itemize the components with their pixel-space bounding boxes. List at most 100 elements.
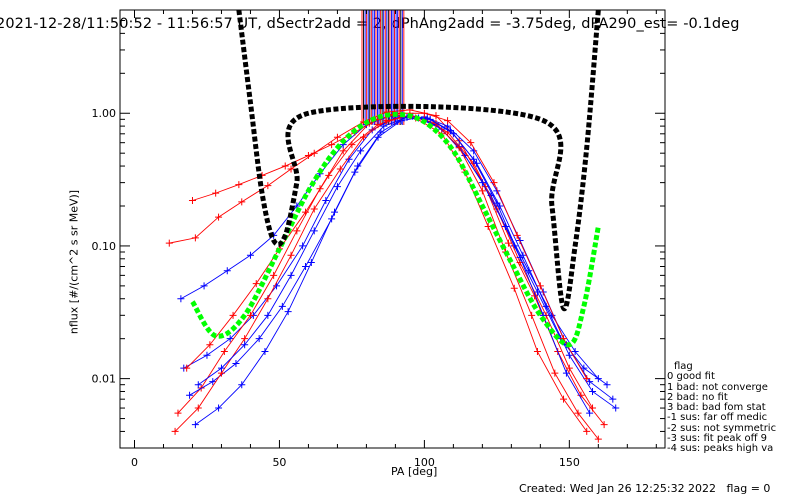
legend-item: -2 sus: not symmetric bbox=[667, 422, 777, 434]
plot-frame bbox=[119, 9, 666, 449]
data-point bbox=[420, 109, 428, 117]
chart-series bbox=[165, 106, 620, 443]
data-point bbox=[583, 375, 591, 383]
data-point bbox=[246, 251, 254, 259]
chart-fits bbox=[190, 10, 601, 348]
data-point bbox=[287, 165, 295, 173]
data-point bbox=[223, 267, 231, 275]
data-point bbox=[232, 360, 240, 368]
data-point bbox=[241, 335, 249, 343]
data-point bbox=[536, 282, 544, 290]
data-point bbox=[446, 127, 454, 135]
data-point bbox=[348, 141, 356, 149]
data-point bbox=[278, 302, 286, 310]
legend-item: 0 good fit bbox=[667, 371, 715, 383]
fit-curve bbox=[190, 111, 601, 348]
fit-curve bbox=[236, 10, 601, 312]
data-point bbox=[528, 311, 536, 319]
data-point bbox=[241, 341, 249, 349]
x-tick-label: 0 bbox=[131, 456, 138, 469]
x-tick-label: 50 bbox=[272, 456, 286, 469]
data-point bbox=[191, 234, 199, 242]
data-point bbox=[571, 348, 579, 356]
data-point bbox=[328, 141, 336, 149]
data-point bbox=[444, 117, 452, 125]
data-point bbox=[287, 251, 295, 259]
data-point bbox=[565, 364, 573, 372]
data-point bbox=[217, 364, 225, 372]
data-point bbox=[203, 351, 211, 359]
data-point bbox=[586, 409, 594, 417]
created-footer: Created: Wed Jan 26 12:25:32 2022 flag =… bbox=[519, 482, 771, 495]
y-axis-label: nflux [#/(cm^2 s sr MeV)] bbox=[67, 189, 81, 335]
data-point bbox=[281, 162, 289, 170]
data-point bbox=[513, 231, 521, 239]
y-tick-label: 0.10 bbox=[92, 240, 117, 253]
legend-item: 1 bad: not converge bbox=[667, 381, 768, 393]
data-point bbox=[165, 239, 173, 247]
data-point bbox=[510, 284, 518, 292]
data-point bbox=[609, 395, 617, 403]
legend-item: -4 sus: peaks high va bbox=[667, 443, 774, 455]
x-axis-label: PA [deg] bbox=[391, 465, 438, 478]
data-point bbox=[493, 199, 501, 207]
data-point bbox=[478, 179, 486, 187]
data-point bbox=[533, 348, 541, 356]
data-point bbox=[264, 295, 272, 303]
data-point bbox=[226, 335, 234, 343]
data-point bbox=[171, 427, 179, 435]
data-point bbox=[551, 369, 559, 377]
data-point bbox=[603, 381, 611, 389]
data-point bbox=[209, 378, 217, 386]
data-point bbox=[246, 311, 254, 319]
data-point bbox=[600, 421, 608, 429]
y-tick-label: 0.01 bbox=[92, 373, 117, 386]
data-point bbox=[467, 139, 475, 147]
data-point bbox=[235, 181, 243, 189]
series-line bbox=[186, 116, 593, 409]
data-point bbox=[191, 421, 199, 429]
chart-axes: 0 50 100 150 0.01 0.10 1.00 bbox=[92, 9, 665, 469]
data-point bbox=[206, 341, 214, 349]
data-point bbox=[542, 302, 550, 310]
data-point bbox=[339, 147, 347, 155]
x-tick-label: 100 bbox=[414, 456, 435, 469]
data-point bbox=[560, 395, 568, 403]
data-point bbox=[299, 242, 307, 250]
data-point bbox=[586, 378, 594, 386]
data-point bbox=[270, 271, 278, 279]
data-point bbox=[252, 280, 260, 288]
data-point bbox=[322, 197, 330, 205]
flag-legend: flag 0 good fit 1 bad: not converge 2 ba… bbox=[667, 361, 777, 455]
data-point bbox=[302, 208, 310, 216]
legend-item: -3 sus: fit peak off 9 bbox=[667, 433, 767, 445]
legend-item: 2 bad: no fit bbox=[667, 391, 728, 403]
data-point bbox=[229, 311, 237, 319]
data-point bbox=[594, 375, 602, 383]
data-point bbox=[212, 189, 220, 197]
legend-item: -1 sus: far off medic bbox=[667, 412, 768, 424]
series-line bbox=[174, 115, 599, 440]
data-point bbox=[333, 133, 341, 141]
data-point bbox=[594, 435, 602, 443]
data-point bbox=[325, 171, 333, 179]
data-point bbox=[304, 152, 312, 160]
series-line bbox=[192, 112, 588, 379]
data-point bbox=[336, 165, 344, 173]
data-point bbox=[333, 183, 341, 191]
data-point bbox=[516, 253, 524, 261]
data-point bbox=[215, 404, 223, 412]
series-line bbox=[189, 116, 614, 400]
data-point bbox=[455, 144, 463, 152]
data-point bbox=[302, 262, 310, 270]
data-point bbox=[357, 147, 365, 155]
data-point bbox=[612, 404, 620, 412]
legend-title: flag bbox=[674, 361, 693, 372]
data-point bbox=[490, 179, 498, 187]
data-point bbox=[360, 133, 368, 141]
y-tick-label: 1.00 bbox=[92, 107, 117, 120]
data-point bbox=[238, 381, 246, 389]
data-point bbox=[284, 308, 292, 316]
data-point bbox=[354, 162, 362, 170]
